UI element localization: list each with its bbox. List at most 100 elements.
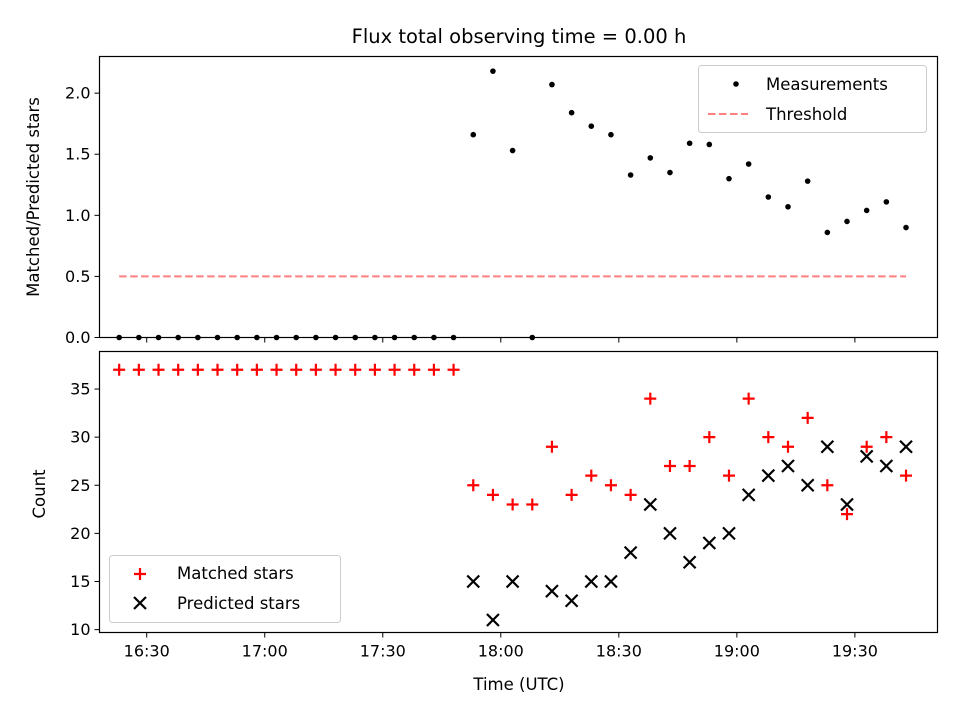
matched-stars-point (152, 363, 165, 376)
matched-stars-point (250, 363, 263, 376)
matched-stars-point (742, 392, 755, 405)
predicted-stars-point (859, 449, 874, 464)
predicted-stars-point (840, 497, 854, 512)
measurements-point (686, 140, 693, 147)
predicted-stars-point (682, 555, 697, 570)
measurements-point (647, 155, 654, 161)
ratio-axes-frame (98, 55, 939, 339)
matched-stars-point (604, 479, 617, 492)
matched-stars-point (329, 363, 342, 376)
predicted-stars-point (643, 497, 658, 512)
predicted-stars-point (623, 545, 638, 560)
measurements-point (844, 218, 850, 225)
matched-stars-point (644, 392, 657, 405)
count-y-tick-label: 20 (70, 524, 90, 543)
matched-stars-point (781, 440, 794, 453)
count-legend-box (109, 555, 341, 623)
matched-stars-point (801, 411, 814, 424)
measurements-point (588, 123, 595, 129)
x-tick-label: 17:30 (360, 642, 406, 661)
ratio-y-tick-label: 0.5 (65, 267, 90, 286)
matched-stars-point (545, 440, 558, 453)
predicted-stars-point (486, 613, 500, 627)
measurements-point (549, 81, 555, 88)
matched-stars-point (368, 363, 381, 376)
measurements-point (883, 199, 890, 205)
measurements-point (765, 194, 772, 200)
legend-predicted-stars-label: Predicted stars (177, 594, 300, 613)
matched-stars-point (663, 460, 676, 473)
matched-stars-point (467, 479, 480, 492)
matched-stars-point (309, 363, 322, 376)
count-y-tick-label: 10 (70, 620, 90, 639)
predicted-stars-point (466, 574, 481, 589)
matched-stars-point (703, 431, 716, 444)
predicted-stars-point (545, 584, 559, 598)
predicted-stars-point (781, 459, 795, 473)
count-y-tick-label: 30 (70, 428, 90, 447)
measurements-point (726, 175, 732, 182)
count-panel: Count Time (UTC) Matched stars Predicted… (30, 350, 939, 694)
matched-stars-point (900, 469, 913, 482)
count-y-axis-label: Count (30, 469, 49, 519)
legend-matched-stars-marker (134, 568, 146, 580)
measurements-point (745, 161, 752, 167)
matched-stars-point (722, 469, 735, 482)
predicted-stars-point (604, 574, 618, 589)
measurements-point (470, 131, 477, 138)
measurements-point (627, 172, 634, 178)
x-axis-label: Time (UTC) (472, 675, 564, 694)
matched-stars-point (565, 488, 578, 501)
x-tick-label: 19:00 (714, 642, 760, 661)
matched-stars-point (486, 488, 499, 501)
measurements-point (903, 224, 909, 231)
ratio-y-tick-label: 1.0 (65, 206, 90, 225)
matched-stars-point (231, 363, 244, 376)
matched-stars-point (290, 363, 303, 376)
measurements-point (863, 207, 870, 214)
measurements-point (824, 229, 831, 236)
measurements-point (568, 109, 575, 116)
matched-stars-point (860, 440, 873, 453)
matched-stars-point (408, 363, 421, 376)
legend-measurements-marker (733, 81, 739, 87)
ratio-plot-area (116, 68, 909, 341)
count-legend: Matched stars Predicted stars (109, 555, 341, 623)
x-tick-label: 17:00 (242, 642, 288, 661)
ratio-legend-box (698, 65, 927, 133)
measurements-point (706, 141, 713, 148)
matched-stars-point (427, 363, 440, 376)
measurements-point (804, 178, 811, 184)
predicted-stars-point (899, 439, 913, 454)
matched-stars-point (132, 363, 145, 376)
matched-stars-point (191, 363, 204, 376)
count-y-tick-label: 35 (70, 380, 90, 399)
legend-threshold-label: Threshold (765, 105, 847, 124)
count-y-tick-label: 25 (70, 476, 90, 495)
matched-stars-point (506, 498, 519, 511)
count-plot-area (113, 363, 913, 627)
matched-stars-point (821, 479, 834, 492)
matched-stars-point (762, 431, 775, 444)
predicted-stars-point (702, 536, 717, 550)
matched-stars-point (211, 363, 224, 376)
matched-stars-point (388, 363, 401, 376)
chart-title: Flux total observing time = 0.00 h (352, 25, 687, 48)
measurements-point (667, 169, 673, 176)
predicted-stars-point (761, 468, 776, 483)
x-tick-label: 16:30 (124, 642, 170, 661)
predicted-stars-point (584, 574, 599, 589)
predicted-stars-point (505, 574, 520, 589)
predicted-stars-point (663, 526, 677, 541)
ratio-y-tick-label: 0.0 (65, 328, 90, 347)
x-tick-label: 18:00 (478, 642, 524, 661)
x-tick-label: 18:30 (596, 642, 642, 661)
matched-stars-point (270, 363, 283, 376)
count-axes-frame (98, 350, 939, 634)
legend-matched-stars-label: Matched stars (177, 564, 294, 583)
predicted-stars-point (722, 526, 736, 541)
ratio-y-axis-label: Matched/Predicted stars (24, 97, 43, 297)
predicted-stars-point (741, 488, 756, 502)
predicted-stars-point (879, 459, 894, 473)
